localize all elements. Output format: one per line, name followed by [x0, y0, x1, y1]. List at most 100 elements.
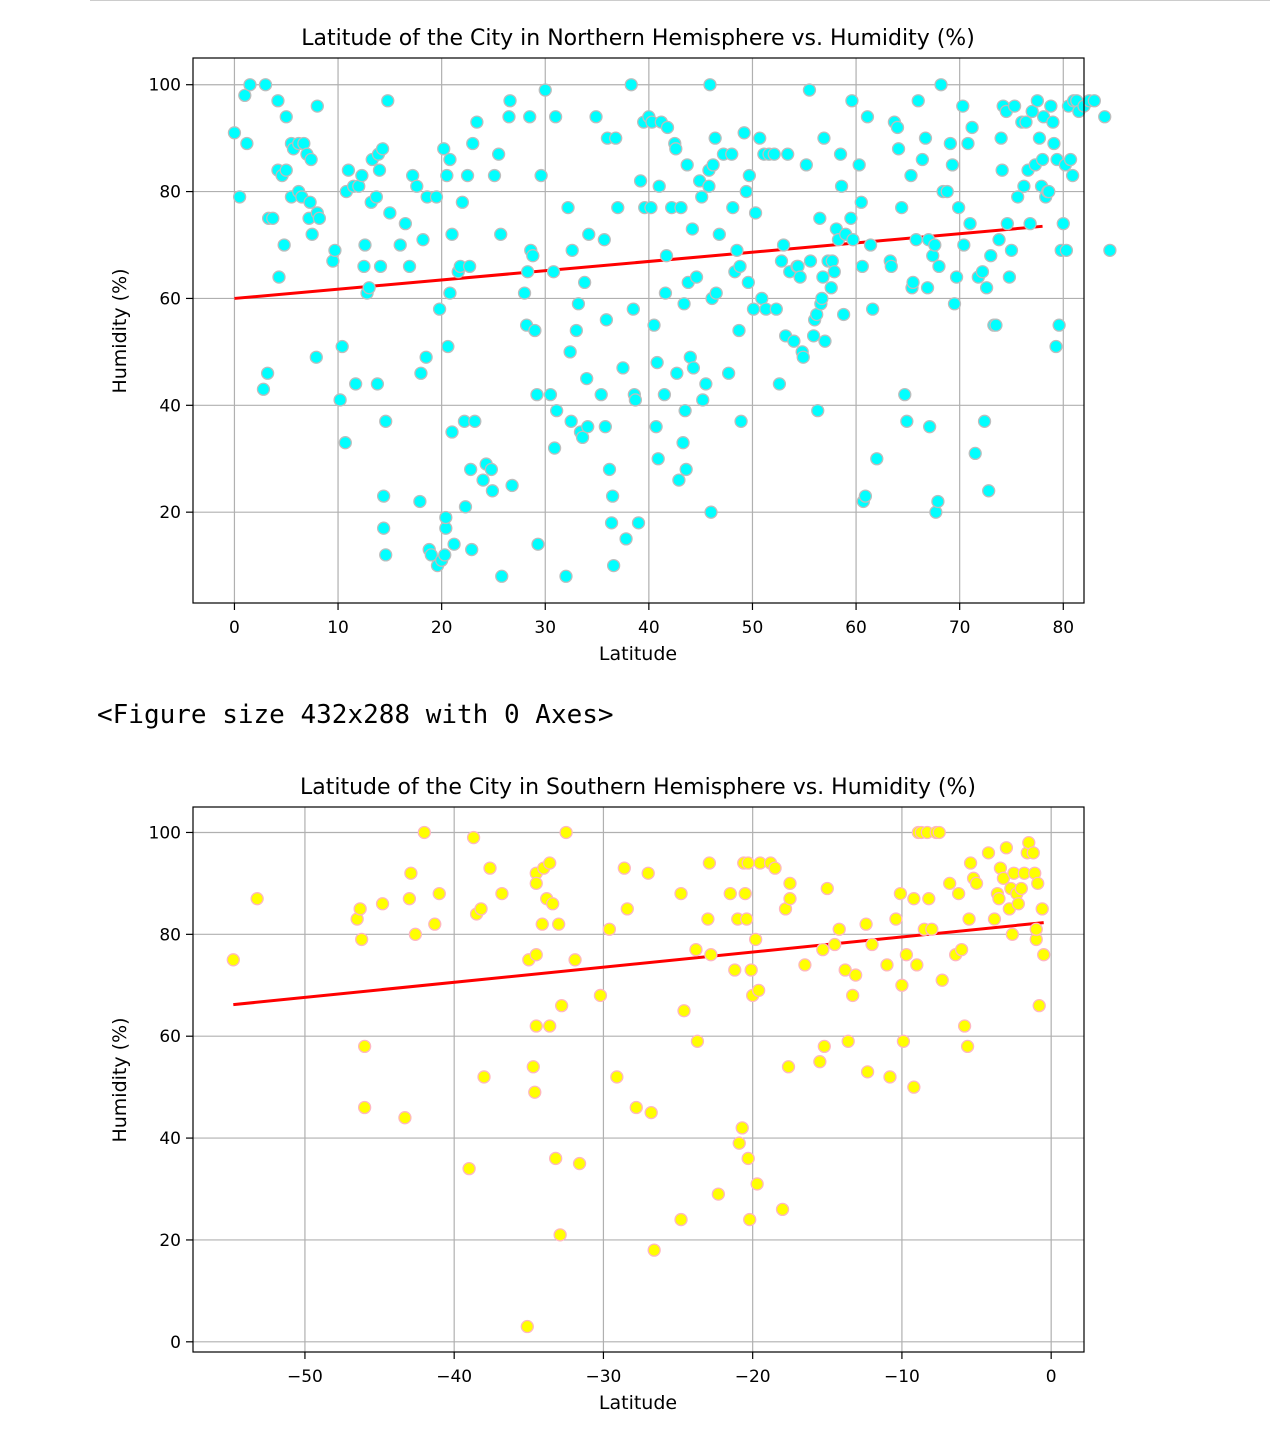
data-point — [855, 259, 869, 274]
data-point — [633, 174, 648, 188]
data-point — [305, 227, 319, 241]
data-point — [775, 1202, 790, 1217]
data-point — [932, 259, 946, 274]
data-point — [899, 948, 914, 962]
data-point — [462, 259, 477, 274]
data-point — [594, 387, 608, 402]
y-tick-label: 20 — [159, 503, 181, 523]
data-point — [1065, 168, 1080, 183]
data-point — [992, 233, 1006, 247]
data-point — [928, 238, 942, 252]
data-point — [982, 484, 996, 498]
data-point — [528, 1085, 542, 1099]
data-point — [961, 136, 975, 151]
data-point — [631, 516, 646, 530]
data-point — [702, 856, 717, 870]
gridlines — [193, 807, 1084, 1352]
data-point — [774, 254, 789, 268]
data-point — [1052, 318, 1066, 332]
data-point — [659, 249, 674, 263]
data-point — [686, 361, 701, 375]
data-point — [828, 937, 842, 952]
y-tick-label: 40 — [159, 396, 181, 416]
data-point — [741, 1151, 755, 1166]
data-point — [934, 78, 948, 92]
data-point — [443, 286, 457, 300]
data-point — [895, 200, 909, 215]
data-point — [312, 211, 327, 225]
data-point — [502, 110, 516, 124]
data-point — [232, 190, 247, 204]
data-point — [858, 489, 873, 503]
y-tick-label: 80 — [159, 183, 181, 203]
data-point — [1063, 152, 1078, 167]
data-point — [744, 963, 758, 977]
data-point — [742, 168, 757, 183]
data-point — [1007, 99, 1022, 113]
data-point — [883, 1070, 897, 1084]
data-point — [1023, 216, 1037, 231]
chart-title: Latitude of the City in Northern Hemisph… — [301, 26, 975, 51]
data-point — [1059, 243, 1074, 258]
data-point — [827, 265, 841, 279]
data-point — [464, 462, 478, 477]
data-point — [437, 142, 451, 156]
data-point — [738, 886, 752, 901]
data-point — [438, 548, 452, 562]
data-point — [884, 259, 898, 274]
data-point — [651, 452, 665, 466]
data-point — [238, 88, 252, 103]
data-point — [1011, 897, 1025, 911]
data-point — [793, 270, 807, 284]
data-point — [563, 345, 577, 359]
data-point — [721, 366, 736, 380]
data-point — [963, 216, 977, 231]
data-point — [647, 318, 661, 332]
data-point — [975, 265, 990, 279]
data-point — [428, 917, 442, 931]
data-point — [733, 259, 747, 274]
data-point — [565, 243, 579, 258]
data-point — [940, 184, 954, 199]
x-tick-label: 40 — [638, 618, 660, 638]
data-point — [338, 436, 352, 450]
data-point — [947, 297, 962, 311]
data-point — [995, 163, 1009, 177]
data-point — [832, 922, 846, 936]
data-point — [404, 866, 418, 880]
x-tick-label: 20 — [431, 618, 453, 638]
data-point — [968, 446, 982, 461]
data-point — [543, 387, 558, 402]
data-point — [554, 998, 569, 1013]
data-point — [538, 83, 552, 97]
data-point — [466, 830, 481, 845]
scatter-points — [227, 78, 1117, 583]
data-point — [616, 361, 630, 375]
data-point — [1049, 339, 1063, 354]
data-point — [674, 886, 688, 901]
data-point — [503, 94, 517, 108]
data-point — [240, 136, 254, 151]
data-point — [419, 350, 433, 364]
data-point — [689, 942, 703, 957]
y-axis-ticks: 0 20 40 60 80 100 — [149, 823, 193, 1353]
data-point — [791, 259, 805, 274]
x-axis-ticks: 0 10 20 30 40 50 60 70 80 — [229, 603, 1074, 638]
data-point — [398, 1111, 412, 1125]
data-point — [547, 441, 562, 455]
data-point — [768, 861, 782, 875]
data-point — [957, 238, 971, 252]
data-point — [258, 78, 273, 92]
data-point — [657, 387, 672, 402]
data-point — [846, 233, 860, 247]
x-tick-label: 70 — [949, 618, 971, 638]
data-point — [769, 302, 783, 316]
data-point — [581, 420, 595, 434]
data-point — [335, 339, 349, 354]
southern-chart-svg: Latitude of the City in Southern Hemisph… — [109, 775, 1085, 1414]
data-point — [543, 1019, 557, 1033]
data-point — [679, 462, 693, 477]
data-point — [935, 973, 949, 987]
data-point — [571, 297, 586, 311]
data-point — [617, 861, 631, 875]
